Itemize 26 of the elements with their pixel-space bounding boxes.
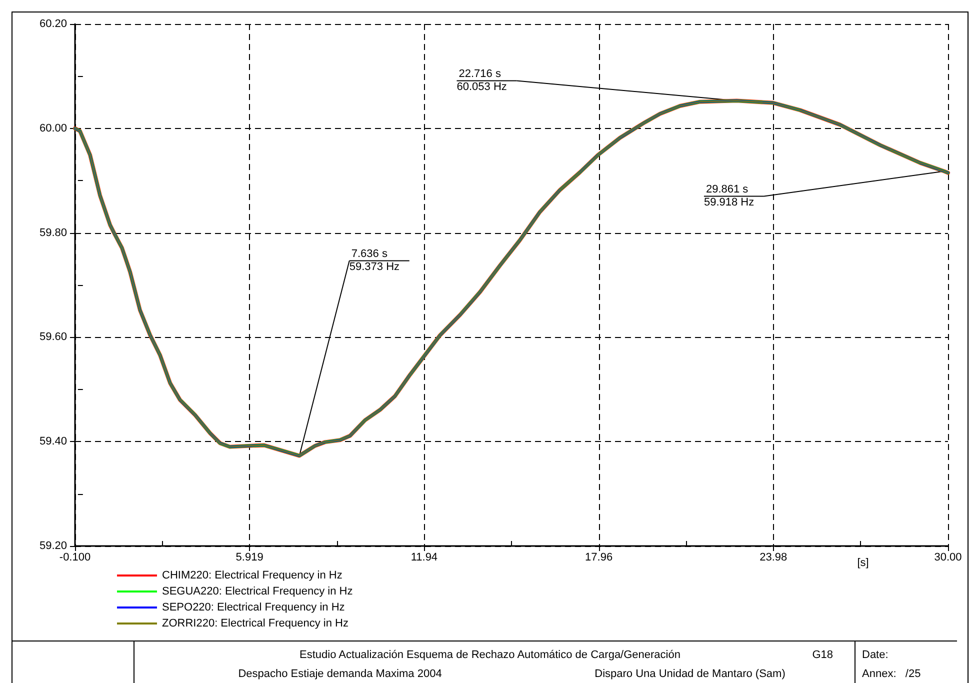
x-tick-label: 23.98 — [760, 552, 788, 564]
text: Estudio Actualización Esquema de Rechazo Automático de Carga/Generación — [300, 649, 680, 661]
x-tick-label: 11.94 — [410, 552, 438, 564]
text: Despacho Estiaje demanda Maxima 2004 — [238, 668, 442, 680]
text: Date: — [862, 649, 888, 661]
legend-label: SEGUA220: Electrical Frequency in Hz — [162, 586, 353, 598]
legend-label: CHIM220: Electrical Frequency in Hz — [162, 570, 342, 582]
annotation: 22.716 s 60.053 Hz — [456, 68, 507, 94]
text: Disparo Una Unidad de Mantaro (Sam) — [594, 668, 786, 680]
x-tick-label: -0.100 — [59, 552, 91, 564]
y-tick-label: 59.60 — [39, 331, 67, 344]
legend-label: SEPO220: Electrical Frequency in Hz — [162, 602, 345, 614]
x-tick-label: 30.00 — [934, 552, 962, 564]
x-tick-label: 5.919 — [236, 552, 264, 564]
x-tick-label: 17.96 — [585, 552, 613, 564]
annotation: 7.636 s 59.373 Hz — [349, 248, 400, 274]
text: G18 — [812, 649, 833, 661]
annotation: 29.861 s 59.918 Hz — [704, 184, 754, 209]
x-axis-title: [s] — [857, 557, 869, 569]
y-tick-label: 59.80 — [39, 226, 67, 239]
legend-label: ZORRI220: Electrical Frequency in Hz — [162, 618, 348, 630]
y-tick-label: 60.20 — [39, 18, 67, 30]
y-tick-label: 60.00 — [39, 122, 67, 134]
y-tick-label: 59.20 — [39, 540, 67, 552]
text: Annex: /25 — [862, 668, 921, 680]
y-tick-label: 59.40 — [39, 436, 67, 448]
